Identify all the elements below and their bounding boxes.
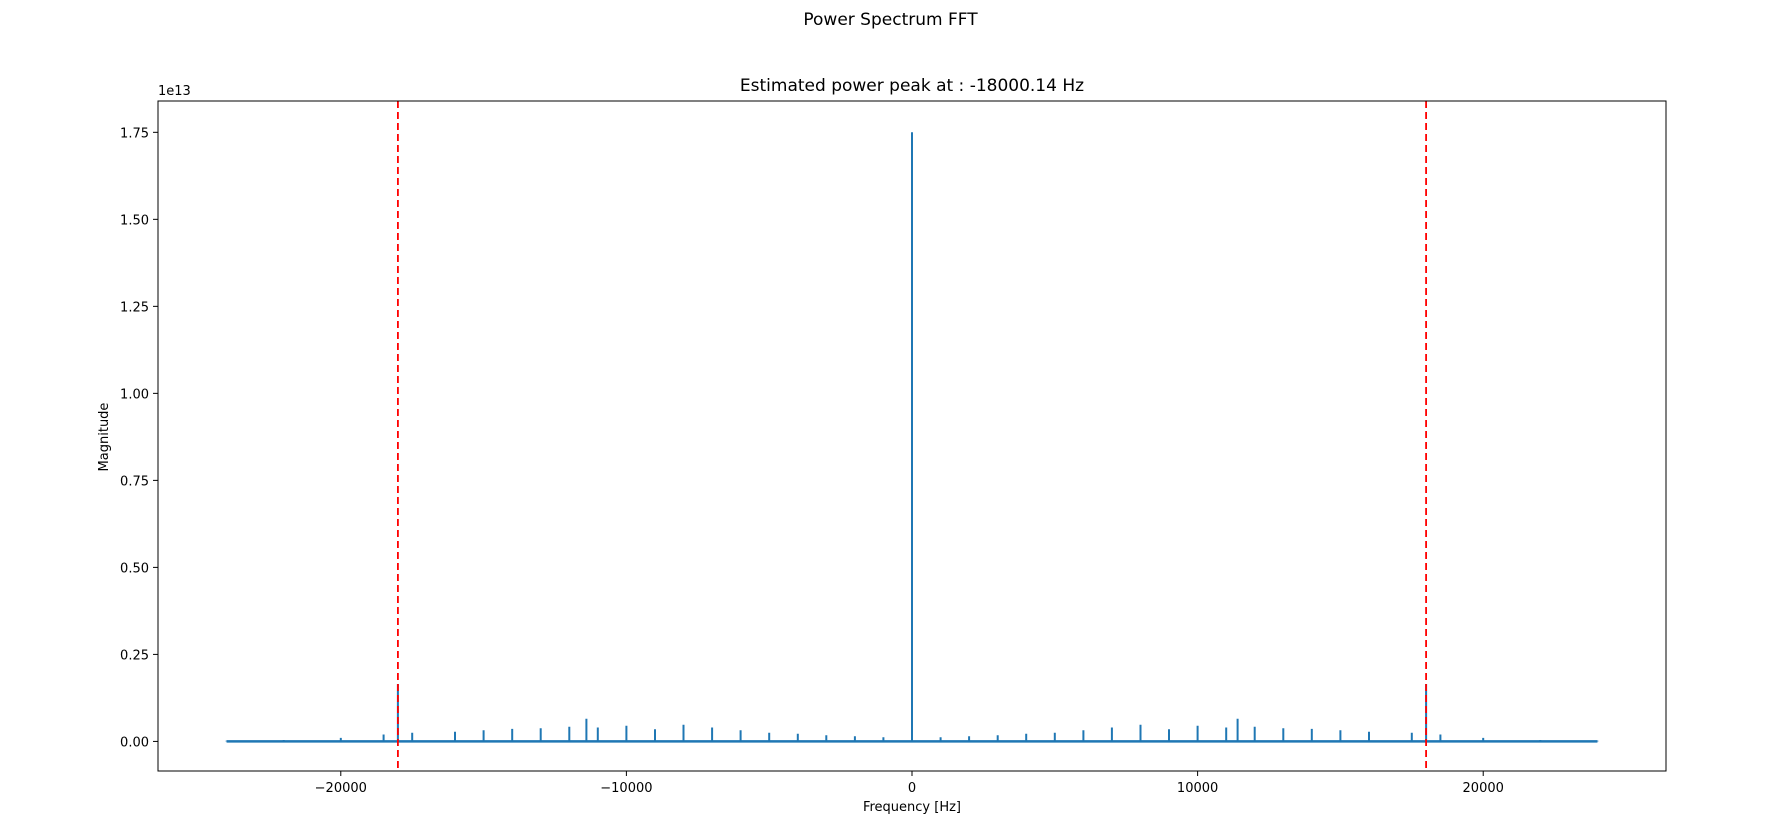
x-tick-label: 0 [908, 781, 916, 796]
spectrum-line [225, 132, 1599, 742]
y-tick-label: 0.25 [120, 648, 149, 663]
axes-frame [157, 100, 1667, 772]
y-tick-label: 0.75 [120, 474, 149, 489]
axes-title: Estimated power peak at : -18000.14 Hz [740, 76, 1084, 96]
y-tick-label: 1.00 [120, 387, 149, 402]
axis-ticks: −20000 −10000 0 10000 20000 0.00 0.25 0.50 0.75 1… [120, 126, 1504, 796]
plot-area [225, 101, 1599, 771]
y-tick-label: 1.75 [120, 126, 149, 141]
y-tick-label: 0.50 [120, 561, 149, 576]
y-tick-label: 0.00 [120, 735, 149, 750]
x-tick-label: −10000 [600, 781, 652, 796]
x-tick-label: −20000 [315, 781, 367, 796]
figure-title: Power Spectrum FFT [803, 10, 978, 30]
x-tick-label: 10000 [1177, 781, 1218, 796]
x-axis-label: Frequency [Hz] [863, 800, 961, 815]
y-axis-label: Magnitude [97, 403, 112, 472]
y-tick-label: 1.50 [120, 213, 149, 228]
y-tick-label: 1.25 [120, 300, 149, 315]
x-tick-label: 20000 [1463, 781, 1504, 796]
y-offset-label: 1e13 [158, 84, 191, 99]
